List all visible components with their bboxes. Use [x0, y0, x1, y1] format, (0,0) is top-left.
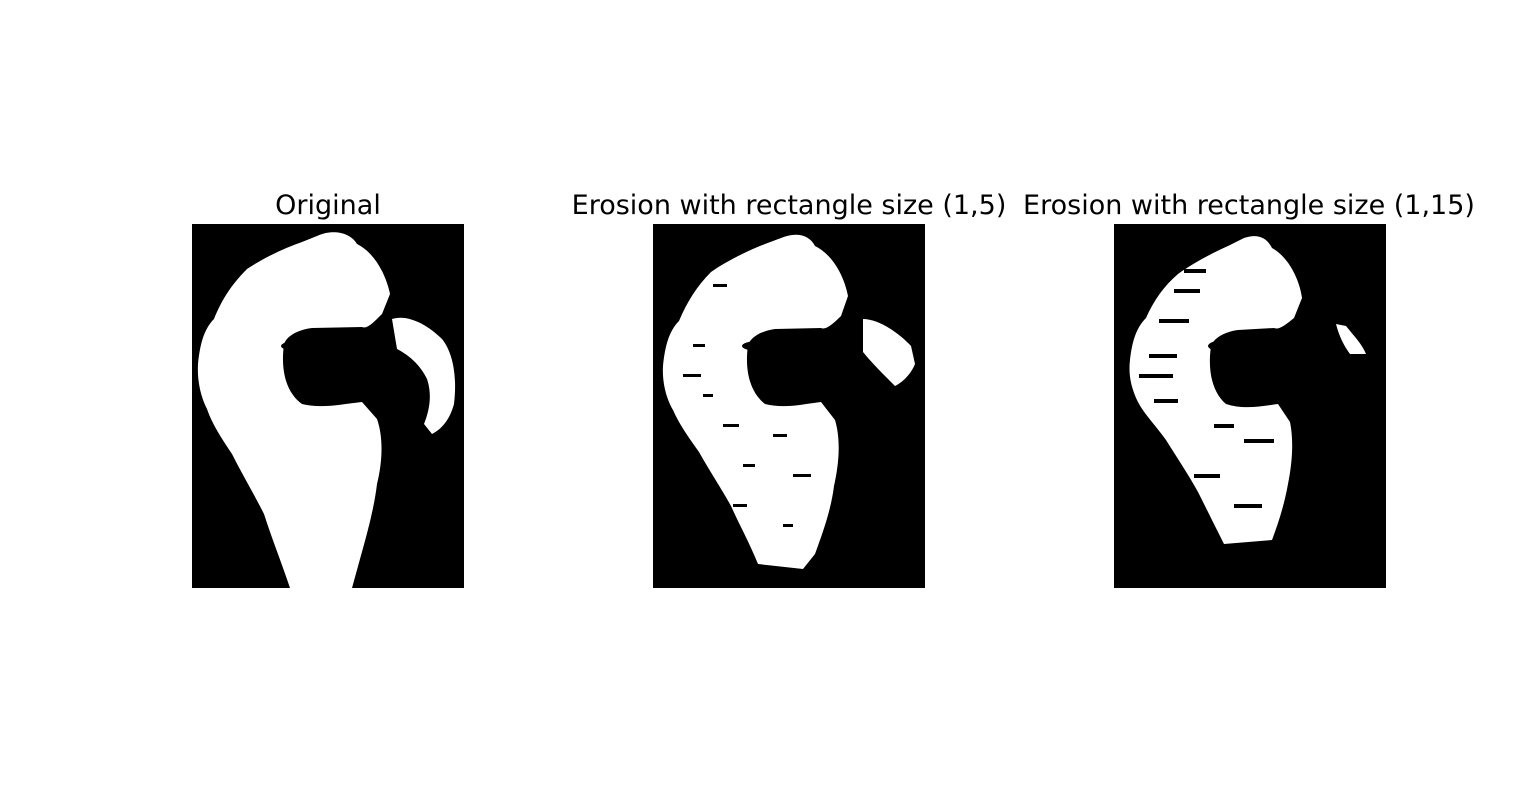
panel-erosion-1-15: Erosion with rectangle size (1,15): [1019, 0, 1479, 805]
eroded-portrait-image: [653, 224, 925, 588]
panel-title: Erosion with rectangle size (1,5): [571, 190, 1007, 221]
panel-title: Erosion with rectangle size (1,15): [1023, 190, 1475, 221]
portrait-silhouette: [1114, 224, 1386, 588]
panel-erosion-1-5: Erosion with rectangle size (1,5): [559, 0, 1019, 805]
portrait-silhouette: [653, 224, 925, 588]
panel-title: Original: [275, 190, 381, 221]
panel-original: Original: [98, 0, 558, 805]
portrait-silhouette: [192, 224, 464, 588]
eroded-portrait-image: [1114, 224, 1386, 588]
binary-portrait-image: [192, 224, 464, 588]
